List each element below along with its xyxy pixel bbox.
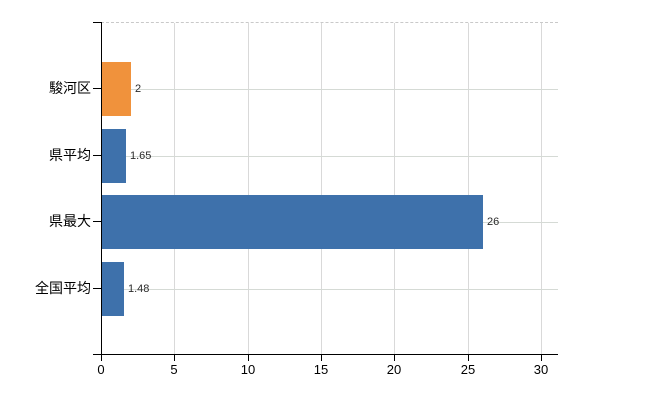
- value-label: 1.48: [128, 283, 150, 295]
- value-label: 26: [487, 216, 500, 228]
- x-axis-tick-label: 25: [460, 362, 476, 377]
- value-label: 1.65: [130, 150, 152, 162]
- x-axis-tick-label: 20: [386, 362, 402, 377]
- x-axis-tick: [468, 354, 469, 361]
- vertical-gridline: [541, 23, 542, 355]
- bar-県最大: [102, 195, 483, 249]
- horizontal-gridline: [101, 89, 558, 90]
- category-label: 駿河区: [49, 80, 91, 96]
- x-axis-tick: [248, 354, 249, 361]
- y-axis-tick: [93, 88, 101, 89]
- vertical-gridline: [174, 23, 175, 355]
- x-axis-line: [93, 354, 558, 355]
- bar-全国平均: [102, 262, 124, 316]
- x-axis-tick: [101, 354, 102, 361]
- y-axis-tick: [93, 155, 101, 156]
- bar-県平均: [102, 129, 126, 183]
- x-axis-tick: [174, 354, 175, 361]
- plot-area: 2 1.65 26 1.48: [101, 22, 558, 355]
- y-axis-tick: [93, 288, 101, 289]
- vertical-gridline: [468, 23, 469, 355]
- x-axis-tick-label: 0: [97, 362, 105, 377]
- x-axis-tick-label: 30: [533, 362, 549, 377]
- horizontal-gridline: [101, 289, 558, 290]
- x-axis-tick: [394, 354, 395, 361]
- y-axis-end-tick: [93, 22, 101, 23]
- vertical-gridline: [394, 23, 395, 355]
- x-axis-tick: [541, 354, 542, 361]
- category-label: 県平均: [49, 147, 91, 163]
- category-label: 県最大: [49, 213, 91, 229]
- value-label: 2: [135, 83, 142, 95]
- y-axis-tick: [93, 221, 101, 222]
- x-axis-tick: [321, 354, 322, 361]
- vertical-gridline: [248, 23, 249, 355]
- x-axis-tick-label: 5: [170, 362, 178, 377]
- horizontal-gridline: [101, 156, 558, 157]
- y-axis-line: [101, 22, 102, 354]
- bar-駿河区: [102, 62, 131, 116]
- category-label: 全国平均: [35, 280, 91, 296]
- x-axis-tick-label: 15: [313, 362, 329, 377]
- x-axis-tick-label: 10: [240, 362, 256, 377]
- vertical-gridline: [321, 23, 322, 355]
